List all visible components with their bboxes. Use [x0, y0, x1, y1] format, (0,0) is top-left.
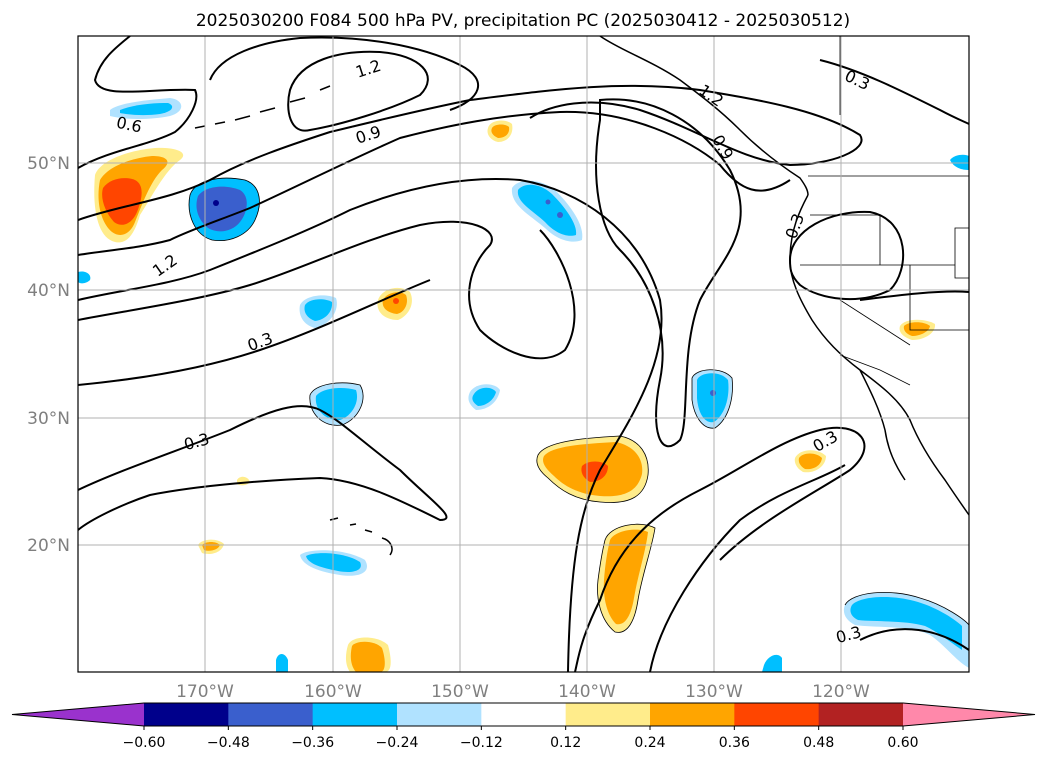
- colorbar-swatch: [818, 703, 904, 726]
- lat-tick-label: 30°N: [27, 409, 70, 429]
- state-line: [839, 299, 911, 346]
- colorbar-tick-label: −0.12: [460, 735, 503, 751]
- colorbar-tick-label: 0.36: [719, 735, 750, 751]
- political-borders: [800, 36, 969, 386]
- lon-tick-label: 170°W: [176, 682, 234, 702]
- colorbar-tick-label: 0.12: [550, 735, 581, 751]
- pv-contour-line: [287, 50, 429, 132]
- pv-contour-line: [78, 405, 448, 531]
- pv-contour-line: [78, 279, 431, 386]
- precip-negative-patch: [196, 186, 247, 232]
- precip-negative-core: [545, 199, 551, 205]
- pv-contour-line: [595, 98, 742, 448]
- colorbar-swatch: [397, 703, 482, 726]
- alaska-coast: [599, 36, 809, 196]
- precip-negative-patch: [276, 654, 288, 672]
- pv-contour-line: [78, 36, 198, 169]
- pv-contours: [78, 36, 969, 672]
- aleutian-chain: [194, 85, 331, 129]
- precip-outline: [188, 177, 260, 242]
- precip-anomaly-shading: [78, 98, 969, 672]
- baja-california: [859, 369, 906, 481]
- us-mexico-border: [839, 354, 911, 386]
- colorbar-extend-high: [903, 703, 1035, 726]
- precip-outline: [691, 369, 733, 429]
- precip-negative-patch: [697, 373, 729, 423]
- colorbar: −0.60 −0.48 −0.36 −0.24 −0.12 0.12 0.24 0.36 0.4…: [11, 702, 1036, 751]
- pv-contour-line: [788, 210, 904, 301]
- precip-negative-patch: [517, 184, 577, 236]
- precip-positive-patch: [202, 542, 220, 551]
- pv-contour-line: [78, 84, 863, 221]
- pv-contour-line: [78, 220, 576, 360]
- hawaii-islands: [329, 517, 393, 556]
- precip-positive-patch: [798, 453, 822, 470]
- precip-outline: [844, 592, 969, 626]
- pv-contour-line: [819, 59, 969, 125]
- pv-contour-line: [859, 290, 969, 301]
- latitude-labels: 50°N 40°N 30°N 20°N: [27, 154, 70, 556]
- precip-positive-patch: [350, 641, 385, 672]
- state-line: [909, 265, 969, 331]
- colorbar-swatch: [734, 703, 820, 726]
- longitude-labels: 170°W 160°W 150°W 140°W 130°W 120°W: [176, 682, 870, 702]
- precip-negative-patch: [472, 387, 496, 406]
- colorbar-swatch: [481, 703, 567, 726]
- pv-contour-line: [574, 426, 866, 672]
- lon-tick-label: 120°W: [812, 682, 870, 702]
- pv-contour-line: [209, 36, 480, 111]
- colorbar-tick-label: −0.60: [123, 735, 166, 751]
- map-panel: 0.6 1.2 0.9 1.2 0.3 0.3 0.3 0.9 0.3 0.3 …: [27, 35, 970, 702]
- precip-negative-patch: [762, 654, 782, 672]
- precip-negative-patch: [304, 299, 333, 321]
- state-line: [810, 214, 881, 265]
- colorbar-tick-label: −0.48: [207, 735, 250, 751]
- colorbar-tick-label: 0.24: [634, 735, 665, 751]
- colorbar-swatch: [312, 703, 398, 726]
- colorbar-swatch: [144, 703, 229, 726]
- precip-negative-core: [710, 390, 716, 396]
- pv-contour-line: [859, 628, 969, 651]
- precip-positive-patch: [603, 529, 648, 625]
- map-frame: [77, 35, 970, 673]
- graticule: [78, 36, 969, 672]
- lat-tick-label: 50°N: [27, 154, 70, 174]
- pv-contour-line: [78, 110, 791, 256]
- colorbar-extend-low: [12, 703, 144, 726]
- pv-contour-line: [78, 178, 663, 672]
- precip-outlines: [188, 177, 969, 633]
- precip-negative-patch: [315, 388, 358, 421]
- precip-negative-patch: [850, 596, 962, 650]
- pv-contour-line: [649, 464, 846, 672]
- lon-tick-label: 160°W: [304, 682, 362, 702]
- north-america-west-coast: [789, 194, 969, 516]
- colorbar-swatch: [228, 703, 314, 726]
- precip-positive-core: [393, 298, 399, 304]
- colorbar-tick-label: −0.24: [376, 735, 419, 751]
- precip-negative-patch: [120, 103, 173, 116]
- colorbar-tick-label: 0.60: [887, 735, 918, 751]
- precip-negative-core: [213, 200, 219, 206]
- coastlines: [194, 36, 969, 556]
- precip-negative-core: [557, 212, 563, 218]
- precip-outline: [597, 523, 656, 633]
- lat-tick-label: 40°N: [27, 281, 70, 301]
- colorbar-swatch: [565, 703, 651, 726]
- precip-negative-patch: [950, 154, 969, 170]
- precip-outline: [536, 435, 649, 503]
- lon-tick-label: 130°W: [685, 682, 743, 702]
- lat-tick-label: 20°N: [27, 536, 70, 556]
- figure-title: 2025030200 F084 500 hPa PV, precipitatio…: [196, 11, 850, 31]
- lon-tick-label: 140°W: [558, 682, 616, 702]
- state-line: [954, 227, 969, 279]
- precip-negative-patch: [78, 271, 91, 284]
- colorbar-tick-label: −0.36: [291, 735, 334, 751]
- precip-positive-patch: [491, 124, 510, 138]
- colorbar-tick-label: 0.48: [803, 735, 834, 751]
- colorbar-swatch: [650, 703, 735, 726]
- precip-positive-patch: [102, 178, 142, 225]
- contour-label: 0.6: [115, 113, 144, 137]
- lon-tick-label: 150°W: [431, 682, 489, 702]
